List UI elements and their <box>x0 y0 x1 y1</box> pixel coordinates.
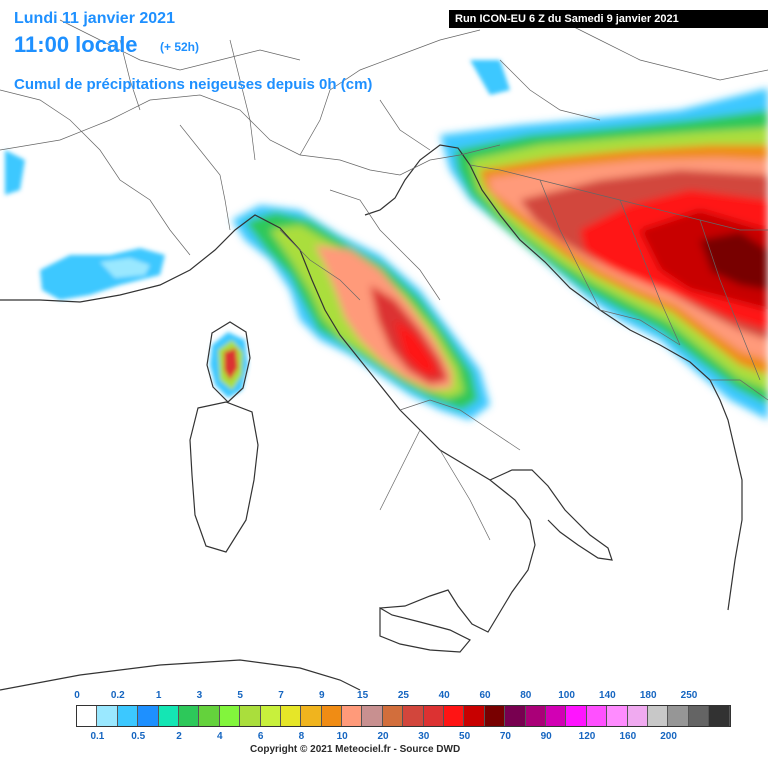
model-run-banner: Run ICON-EU 6 Z du Samedi 9 janvier 2021 <box>449 10 768 28</box>
legend-swatch <box>301 706 322 726</box>
legend-swatch <box>688 706 710 726</box>
legend-swatch <box>627 706 648 726</box>
legend-bottom-labels: 0.1 0.5 2 4 6 8 10 20 30 50 70 90 120 160 200 <box>0 731 768 745</box>
legend-top-label: 9 <box>319 690 325 701</box>
legend-swatch <box>545 706 567 726</box>
legend-top-label: 1 <box>155 690 162 701</box>
legend-swatch <box>219 706 241 726</box>
legend-bottom-label: 70 <box>499 731 511 742</box>
legend-swatch <box>97 706 118 726</box>
legend-bottom-label: 200 <box>660 731 677 742</box>
legend-bottom-label: 8 <box>298 731 305 742</box>
legend-top-label: 5 <box>237 690 243 701</box>
legend-swatch <box>709 706 730 726</box>
legend-top-label: 3 <box>196 690 203 701</box>
legend-color-scale <box>76 705 731 727</box>
legend-swatch <box>444 706 465 726</box>
legend-swatch <box>566 706 587 726</box>
legend-swatch <box>484 706 506 726</box>
snow-field-apennines <box>232 205 490 420</box>
forecast-date: Lundi 11 janvier 2021 <box>14 10 175 27</box>
legend-swatch <box>158 706 179 726</box>
legend-top-label: 60 <box>479 690 491 701</box>
forecast-time: 11:00 locale <box>14 32 138 57</box>
legend-swatch <box>505 706 526 726</box>
product-title: Cumul de précipitations neigeuses depuis… <box>14 76 373 93</box>
legend-swatch <box>423 706 445 726</box>
legend-swatch <box>382 706 404 726</box>
legend-swatch <box>464 706 485 726</box>
legend-swatch <box>525 706 546 726</box>
legend-swatch <box>199 706 220 726</box>
legend-top-label: 100 <box>558 690 575 701</box>
legend-bottom-label: 120 <box>578 731 596 742</box>
legend-top-label: 80 <box>520 690 532 701</box>
legend-top-label: 40 <box>438 690 450 701</box>
legend-swatch <box>138 706 159 726</box>
legend-swatch <box>647 706 669 726</box>
legend-bottom-label: 20 <box>377 731 389 742</box>
legend-top-label: 15 <box>357 690 369 701</box>
legend-bottom-label: 0.1 <box>90 731 105 742</box>
legend-bottom-label: 50 <box>459 731 471 742</box>
legend-swatch <box>586 706 608 726</box>
snow-field-corsica <box>210 332 248 398</box>
legend-top-label: 25 <box>397 690 409 701</box>
borders <box>0 19 768 541</box>
legend-swatch <box>178 706 200 726</box>
legend-swatch <box>668 706 689 726</box>
legend-top-label: 7 <box>278 690 284 701</box>
legend-bottom-label: 2 <box>176 731 182 742</box>
legend-swatch <box>321 706 343 726</box>
legend-swatch <box>342 706 363 726</box>
legend-bottom-label: 90 <box>540 731 552 742</box>
forecast-lead-time: (+ 52h) <box>160 40 200 54</box>
legend-bottom-label: 0.5 <box>131 731 146 742</box>
legend-swatch <box>607 706 628 726</box>
legend-swatch <box>362 706 383 726</box>
copyright-notice: Copyright © 2021 Meteociel.fr - Source D… <box>250 744 461 755</box>
legend-top-label: 250 <box>680 690 698 701</box>
legend-top-label: 0 <box>74 690 80 701</box>
legend-top-label: 0.2 <box>110 690 125 701</box>
legend-swatch <box>280 706 302 726</box>
legend-swatch <box>117 706 139 726</box>
legend-swatch <box>403 706 424 726</box>
snow-field-balkans <box>440 88 768 420</box>
legend-bottom-label: 4 <box>217 731 223 742</box>
legend-top-labels: 0 0.2 1 3 5 7 9 15 25 40 60 80 100 140 180 250 <box>0 690 768 704</box>
legend-top-label: 180 <box>639 690 657 701</box>
legend-top-label: 140 <box>599 690 616 701</box>
legend-bottom-label: 10 <box>336 731 348 742</box>
legend-swatch <box>77 706 98 726</box>
legend-bottom-label: 30 <box>418 731 430 742</box>
legend-swatch <box>240 706 261 726</box>
coastlines <box>0 144 743 691</box>
legend-bottom-label: 6 <box>257 731 264 742</box>
snow-field-alps-france <box>5 60 510 300</box>
legend-swatch <box>260 706 281 726</box>
legend-bottom-label: 160 <box>619 731 637 742</box>
